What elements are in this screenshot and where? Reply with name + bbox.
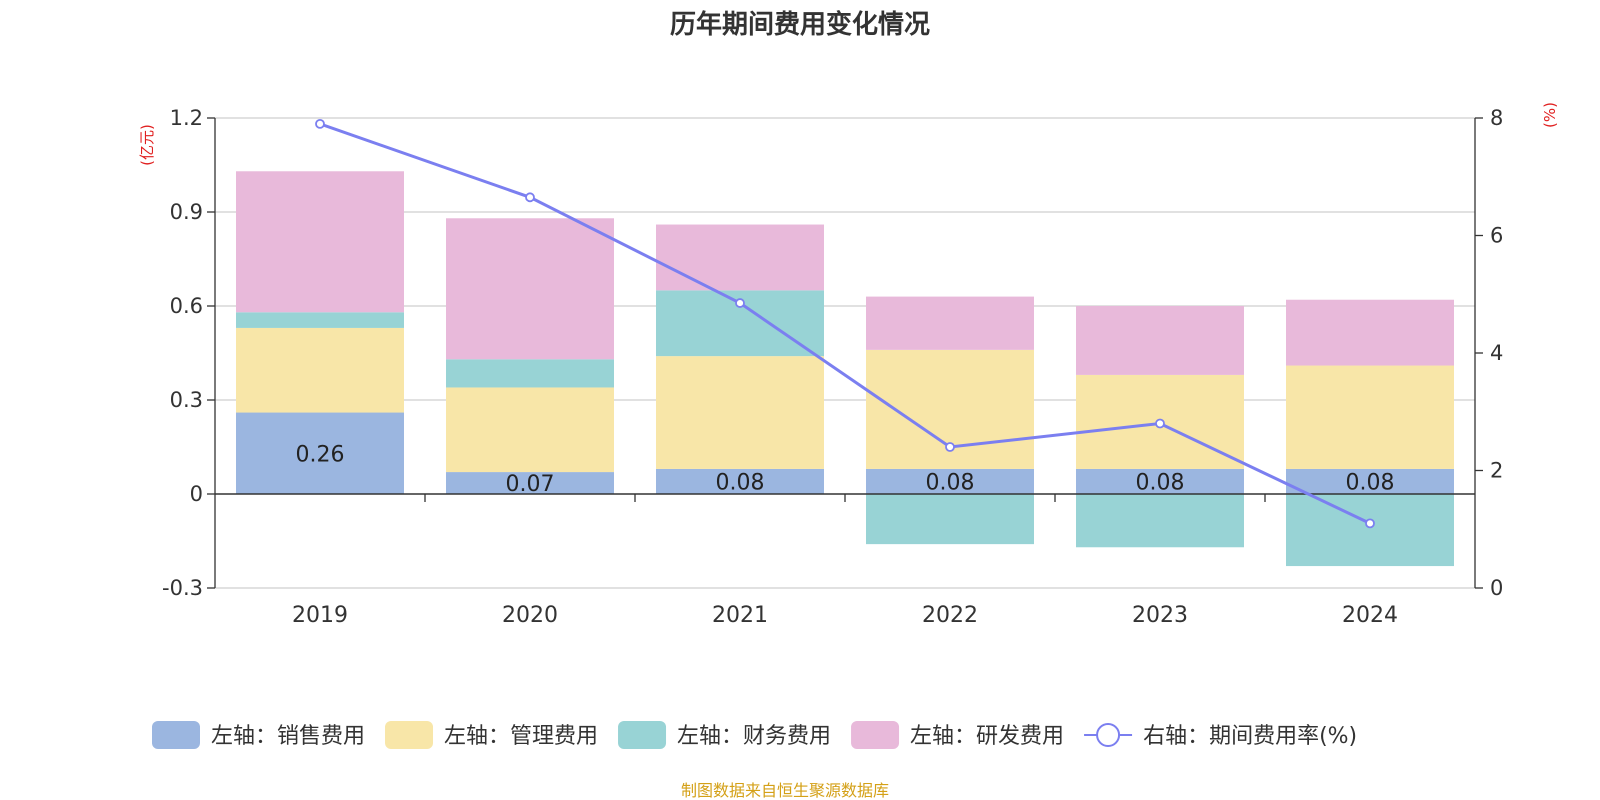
bar-segment — [236, 412, 404, 494]
legend-label: 左轴：研发费用 — [910, 724, 1064, 749]
left-tick-label: -0.3 — [162, 576, 203, 600]
bar-segment — [1076, 468, 1244, 494]
bar-segment — [236, 327, 404, 413]
bar-segment — [866, 296, 1034, 350]
legend-swatch — [385, 721, 434, 749]
left-tick-label: 0.3 — [170, 388, 203, 412]
right-axis-unit: (%) — [1541, 102, 1559, 128]
category-label: 2020 — [502, 603, 558, 628]
right-tick-label: 8 — [1490, 106, 1503, 130]
category-label: 2023 — [1132, 603, 1188, 628]
right-tick-label: 6 — [1490, 224, 1503, 248]
left-axis-unit: (亿元) — [138, 124, 156, 166]
legend-marker — [1096, 723, 1121, 747]
category-label: 2019 — [292, 603, 348, 628]
bar-segment — [1286, 299, 1454, 366]
bar-value-label: 0.08 — [926, 470, 975, 495]
bar-value-label: 0.08 — [1346, 470, 1395, 495]
right-tick-label: 2 — [1490, 459, 1503, 483]
legend-label: 左轴：财务费用 — [677, 724, 831, 749]
bar-value-label: 0.07 — [506, 472, 555, 497]
left-tick-label: 1.2 — [170, 106, 203, 130]
left-tick-label: 0.9 — [170, 200, 203, 224]
bar-value-label: 0.26 — [296, 442, 345, 467]
legend-swatch — [152, 721, 200, 749]
legend-label: 左轴：管理费用 — [444, 724, 598, 749]
bar-value-label: 0.08 — [716, 470, 765, 495]
bar-segment — [866, 494, 1034, 545]
rate-point — [1365, 518, 1375, 529]
source-note: 制图数据来自恒生聚源数据库 — [681, 781, 889, 800]
bar-segment — [1076, 306, 1244, 375]
rate-line — [319, 122, 1371, 525]
rate-point — [315, 118, 325, 129]
category-label: 2024 — [1342, 603, 1398, 628]
bar-segment — [236, 312, 404, 328]
bar-segment — [656, 356, 824, 469]
bar-segment — [1076, 494, 1244, 548]
bar-segment — [446, 218, 614, 360]
right-tick-label: 4 — [1490, 341, 1503, 365]
chart-title: 历年期间费用变化情况 — [670, 9, 930, 40]
bar-segment — [1286, 468, 1454, 494]
bar-segment — [446, 359, 614, 388]
rate-point — [525, 192, 535, 203]
bar-segment — [656, 468, 824, 494]
rate-point — [945, 442, 955, 452]
line-layer — [315, 118, 1375, 529]
bar-segment — [1286, 365, 1454, 469]
category-label: 2022 — [922, 603, 978, 628]
bar-layer — [236, 171, 1454, 567]
legend-label: 左轴：销售费用 — [211, 724, 365, 749]
left-tick-label: 0 — [190, 482, 203, 506]
bar-segment — [656, 224, 824, 291]
rate-point — [735, 298, 745, 308]
legend: 左轴：销售费用 左轴：管理费用 左轴：财务费用 左轴：研发费用 右轴：期间费用率(%) — [152, 721, 1357, 749]
left-tick-label: 0.6 — [170, 294, 203, 318]
bar-segment — [236, 171, 404, 313]
rate-point — [1155, 418, 1165, 429]
gridlines — [215, 117, 1475, 589]
bar-value-label: 0.08 — [1136, 470, 1185, 495]
bar-segment — [446, 472, 614, 494]
category-label: 2021 — [712, 603, 768, 628]
legend-swatch — [618, 721, 667, 749]
legend-label: 右轴：期间费用率(%) — [1143, 724, 1357, 749]
bar-label-layer: 0.26 0.07 0.08 0.08 0.08 0.08 — [296, 442, 1395, 497]
bar-segment — [866, 468, 1034, 494]
bar-segment — [446, 387, 614, 473]
bar-segment — [1286, 494, 1454, 567]
right-tick-label: 0 — [1490, 576, 1503, 600]
legend-swatch — [851, 721, 900, 749]
axes: -0.3 0 0.3 0.6 0.9 1.2 0 2 4 6 8 2019 2020 2021 2022 20… — [162, 106, 1503, 628]
